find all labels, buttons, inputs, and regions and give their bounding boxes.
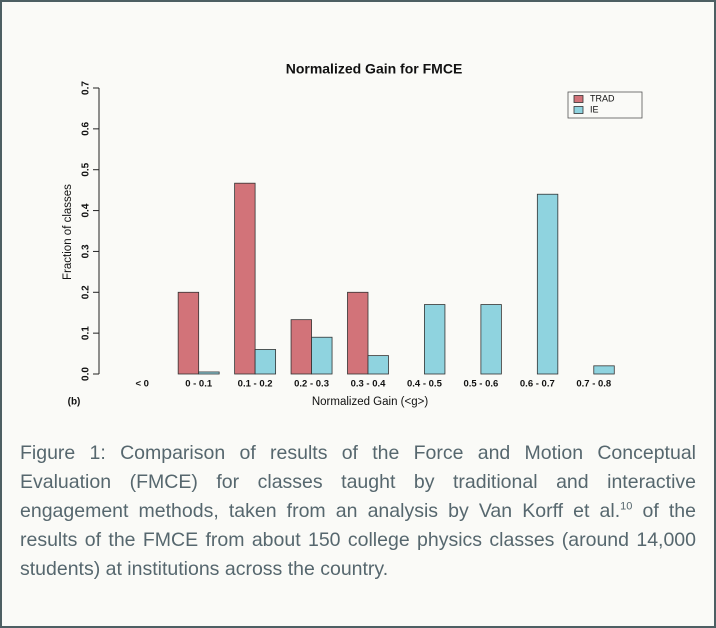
y-tick-label: 0.1 <box>81 326 92 340</box>
x-tick-label: 0.5 - 0.6 <box>463 379 498 390</box>
x-axis-label: Normalized Gain (<g>) <box>312 396 428 408</box>
legend-swatch <box>573 106 584 114</box>
chart: Normalized Gain for FMCE Fraction of cla… <box>62 61 643 408</box>
bar <box>177 291 200 375</box>
bar <box>290 319 312 375</box>
legend-box <box>567 91 643 119</box>
y-axis-label: Fraction of classes <box>62 184 74 280</box>
bar <box>347 291 369 375</box>
legend-label: TRAD <box>590 93 615 103</box>
x-tick-label: 0.7 - 0.8 <box>576 379 611 390</box>
chart-title: Normalized Gain for FMCE <box>286 61 463 77</box>
y-tick-label: 0.0 <box>81 367 92 381</box>
y-tick-label: 0.6 <box>81 121 92 135</box>
x-tick-label: < 0 <box>135 379 148 390</box>
citation: 10 <box>620 500 633 513</box>
caption-text: of the results of the FMCE from about 15… <box>20 500 696 580</box>
y-tick-label: 0.7 <box>81 81 92 95</box>
bar <box>424 304 446 375</box>
panel-label: (b) <box>68 397 81 408</box>
x-tick-label: 0.6 - 0.7 <box>520 379 555 390</box>
y-tick-label: 0.3 <box>81 244 92 258</box>
x-tick-label: 0.2 - 0.3 <box>294 379 329 390</box>
x-tick-label: 0.4 - 0.5 <box>407 379 443 390</box>
bar <box>254 349 277 375</box>
bar <box>480 304 502 375</box>
y-tick-label: 0.2 <box>81 285 92 299</box>
legend-label: IE <box>590 104 599 114</box>
x-tick-label: 0 - 0.1 <box>185 379 213 390</box>
x-tick-label: 0.1 - 0.2 <box>238 379 273 390</box>
bar <box>536 193 559 375</box>
bar <box>234 182 256 375</box>
y-tick-label: 0.5 <box>81 162 92 176</box>
x-tick-label: 0.3 - 0.4 <box>351 379 387 390</box>
y-tick-label: 0.4 <box>81 203 92 217</box>
legend-swatch <box>573 95 584 103</box>
bar <box>198 371 220 375</box>
caption-text: Figure 1: Comparison of results of the F… <box>20 442 696 522</box>
bar <box>367 355 389 375</box>
caption: Figure 1: Comparison of results of the F… <box>20 439 696 584</box>
bar <box>311 336 333 375</box>
bar <box>593 365 615 375</box>
